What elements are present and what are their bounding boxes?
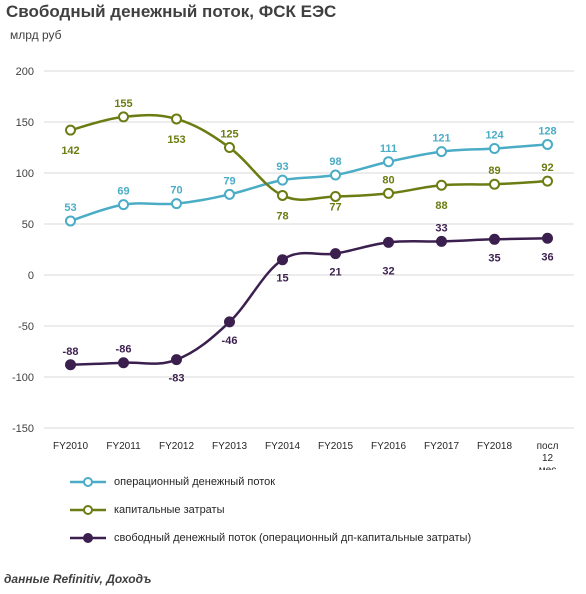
data-label-ocf: 128 xyxy=(538,125,556,137)
source-note: данные Refinitiv, Доходъ xyxy=(4,572,152,586)
data-label-capex: 77 xyxy=(329,201,341,213)
data-point-capex xyxy=(171,113,182,125)
data-label-ocf: 98 xyxy=(329,156,341,168)
data-point-ocf xyxy=(118,199,129,211)
data-label-capex: 80 xyxy=(382,174,394,186)
data-label-fcf: 32 xyxy=(382,265,394,277)
data-point-capex xyxy=(436,179,447,191)
data-label-capex: 125 xyxy=(220,129,238,141)
y-tick-label: 150 xyxy=(16,117,34,129)
data-point-capex xyxy=(65,124,76,136)
data-label-ocf: 79 xyxy=(223,175,235,187)
data-label-ocf: 111 xyxy=(380,143,397,155)
data-point-ocf xyxy=(330,169,341,181)
data-label-fcf: 21 xyxy=(329,267,341,279)
data-label-capex: 89 xyxy=(488,165,500,177)
data-point-ocf xyxy=(542,138,553,150)
data-point-fcf xyxy=(489,233,500,245)
data-label-ocf: 69 xyxy=(117,186,129,198)
legend-item-fcf: свободный денежный поток (операционный д… xyxy=(70,524,471,552)
data-point-fcf xyxy=(224,316,235,328)
data-label-fcf: 35 xyxy=(488,252,500,264)
data-point-capex xyxy=(118,111,129,123)
data-point-capex xyxy=(383,187,394,199)
legend-label-fcf: свободный денежный поток (операционный д… xyxy=(114,532,472,544)
x-tick-label: FY2011 xyxy=(106,441,141,452)
data-label-fcf: -83 xyxy=(169,373,185,385)
x-tick-label: FY2014 xyxy=(265,441,300,452)
y-tick-label: 0 xyxy=(28,270,34,282)
data-label-ocf: 124 xyxy=(485,130,504,142)
x-tick-label: FY2013 xyxy=(212,441,247,452)
line-chart: 200 150 100 50 0 -50 -100 -150 FY2010 FY2011 FY201… xyxy=(12,66,574,470)
data-label-fcf: 15 xyxy=(276,273,288,285)
data-label-capex: 88 xyxy=(435,200,447,212)
data-label-fcf: -88 xyxy=(63,346,79,358)
x-tick-label: FY2016 xyxy=(371,441,406,452)
data-label-capex: 142 xyxy=(61,145,79,157)
data-point-fcf xyxy=(171,354,182,366)
data-label-capex: 155 xyxy=(114,98,132,110)
data-label-ocf: 70 xyxy=(170,185,182,197)
legend-label-ocf: операционный денежный поток xyxy=(114,476,276,488)
data-point-ocf xyxy=(436,146,447,158)
y-tick-label: 50 xyxy=(22,219,34,231)
data-point-ocf xyxy=(171,198,182,210)
data-point-fcf xyxy=(383,236,394,248)
y-tick-label: 100 xyxy=(16,168,34,180)
data-point-capex xyxy=(489,178,500,190)
x-tick-label: FY2012 xyxy=(159,441,194,452)
data-point-fcf xyxy=(277,254,288,266)
data-point-fcf xyxy=(330,248,341,260)
legend-label-capex: капитальные затраты xyxy=(114,504,225,516)
data-point-ocf xyxy=(277,174,288,186)
data-label-ocf: 121 xyxy=(432,133,450,145)
data-label-fcf: -46 xyxy=(222,335,238,347)
data-point-fcf xyxy=(65,359,76,371)
data-label-capex: 78 xyxy=(276,210,288,222)
data-point-fcf xyxy=(542,232,553,244)
data-point-fcf xyxy=(436,235,447,247)
x-tick-label: FY2018 xyxy=(477,441,512,452)
data-label-fcf: 36 xyxy=(541,251,553,263)
data-point-capex xyxy=(277,189,288,201)
data-label-fcf: -86 xyxy=(116,344,132,356)
legend-item-ocf: операционный денежный поток xyxy=(70,468,471,496)
legend-marker-ocf xyxy=(70,477,106,487)
chart-unit: млрд руб xyxy=(10,28,62,42)
x-tick-label: FY2015 xyxy=(318,441,353,452)
data-label-capex: 153 xyxy=(167,134,185,146)
data-point-ocf xyxy=(383,156,394,168)
data-point-ocf xyxy=(489,143,500,155)
y-tick-label: -100 xyxy=(12,372,34,384)
legend-marker-fcf xyxy=(70,533,106,543)
y-tick-label: -50 xyxy=(18,321,34,333)
x-tick-label: FY2017 xyxy=(424,441,459,452)
legend-marker-capex xyxy=(70,505,106,515)
data-point-capex xyxy=(330,190,341,202)
data-point-capex xyxy=(224,142,235,153)
series-line-ocf xyxy=(70,143,548,223)
data-label-ocf: 53 xyxy=(64,202,76,214)
y-tick-label: -150 xyxy=(12,423,34,435)
data-point-capex xyxy=(542,175,553,187)
data-point-ocf xyxy=(224,188,235,200)
chart-title: Свободный денежный поток, ФСК ЕЭС xyxy=(6,2,337,21)
data-label-capex: 92 xyxy=(541,162,553,174)
data-label-fcf: 33 xyxy=(435,222,447,234)
series-line-fcf xyxy=(70,237,548,367)
x-tick-label: посл12мес xyxy=(537,441,559,470)
data-point-fcf xyxy=(118,357,129,369)
data-label-ocf: 93 xyxy=(276,161,288,173)
x-tick-label: FY2010 xyxy=(53,441,88,452)
legend-item-capex: капитальные затраты xyxy=(70,496,471,524)
y-tick-label: 200 xyxy=(16,66,34,78)
data-point-ocf xyxy=(65,215,76,227)
series-line-capex xyxy=(70,113,548,201)
chart-legend: операционный денежный поток капитальные … xyxy=(70,468,471,552)
